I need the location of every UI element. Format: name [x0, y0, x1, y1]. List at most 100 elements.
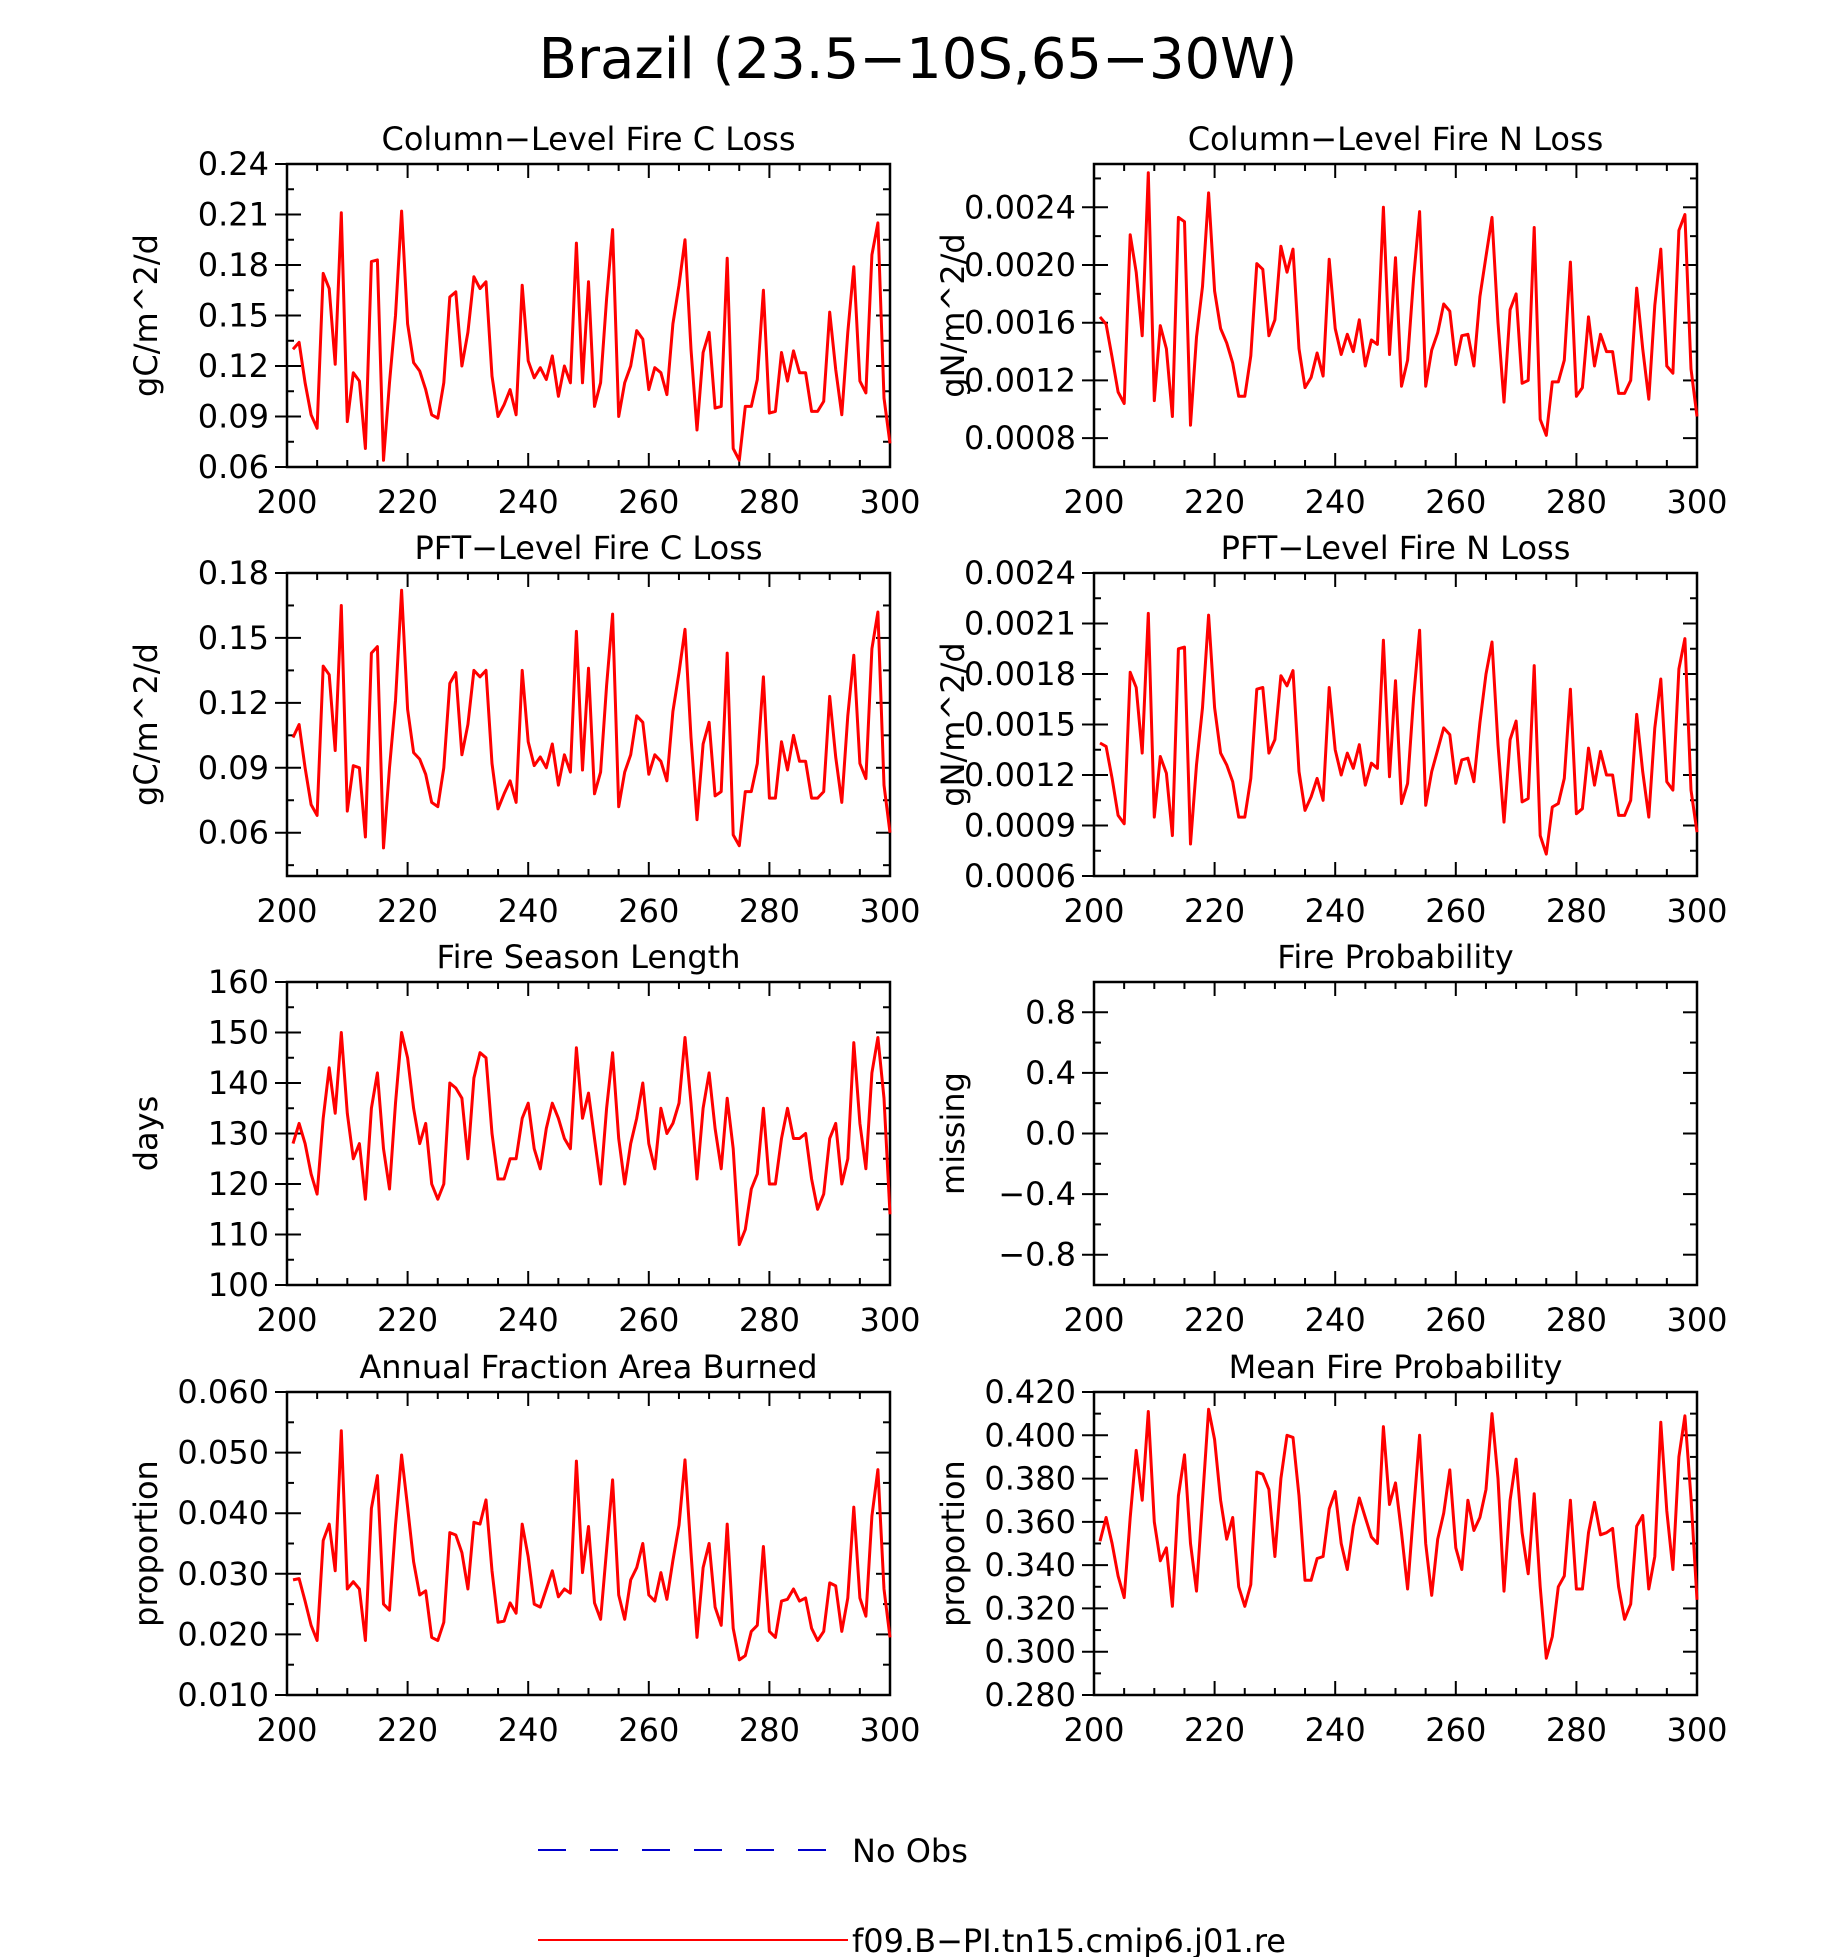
x-tick-label: 280: [739, 483, 800, 521]
y-tick-label: 120: [208, 1165, 269, 1203]
x-tick-label: 300: [1666, 892, 1727, 930]
x-tick-label: 220: [377, 483, 438, 521]
y-tick-label: 160: [208, 963, 269, 1001]
x-tick-label: 300: [859, 483, 920, 521]
panel-title: Column−Level Fire C Loss: [382, 120, 796, 158]
series-line-0: [292, 1429, 892, 1662]
plot-frame: [285, 571, 892, 878]
y-tick-label: 130: [208, 1115, 269, 1153]
y-tick-label: 0.360: [984, 1503, 1076, 1541]
x-tick-label: 260: [1425, 892, 1486, 930]
y-tick-label: 0.0021: [964, 605, 1076, 643]
plot-frame: [285, 980, 892, 1287]
x-tick-label: 240: [498, 483, 559, 521]
y-tick-label: 0.09: [198, 749, 269, 787]
x-tick-label: 280: [1546, 483, 1607, 521]
y-tick-label: 0.0020: [964, 246, 1076, 284]
y-axis-label: days: [127, 1096, 165, 1172]
y-tick-label: 0.0024: [964, 188, 1076, 226]
y-tick-label: 0.320: [984, 1589, 1076, 1627]
y-tick-label: 0.12: [198, 347, 269, 385]
y-tick-label: 0.8: [1025, 993, 1076, 1031]
x-tick-label: 240: [1305, 483, 1366, 521]
x-tick-label: 260: [618, 483, 679, 521]
y-tick-label: 0.21: [198, 196, 269, 234]
x-tick-label: 300: [1666, 483, 1727, 521]
panels: Column−Level Fire C Loss gC/m^2/d 200 220 24…: [127, 120, 1728, 1749]
x-tick-label: 200: [1063, 1301, 1124, 1339]
y-tick-label: 0.0024: [964, 554, 1076, 592]
y-tick-label: 0.4: [1025, 1054, 1076, 1092]
y-tick-label: 0.420: [984, 1373, 1076, 1411]
panel-title: Fire Probability: [1277, 938, 1513, 976]
plot-frame: [1092, 980, 1699, 1287]
y-tick-label: 0.280: [984, 1676, 1076, 1714]
x-tick-label: 260: [1425, 483, 1486, 521]
panel-title: Fire Season Length: [437, 938, 741, 976]
y-tick-label: 0.15: [198, 619, 269, 657]
x-tick-label: 300: [1666, 1711, 1727, 1749]
legend-model-label: f09.B−PI.tn15.cmip6.j01.re: [852, 1922, 1286, 1957]
x-tick-label: 200: [256, 1711, 317, 1749]
y-tick-label: 0.0008: [964, 419, 1076, 457]
x-tick-label: 200: [256, 892, 317, 930]
x-tick-label: 280: [1546, 1301, 1607, 1339]
panel-title: Annual Fraction Area Burned: [359, 1348, 817, 1386]
y-tick-label: 0.400: [984, 1416, 1076, 1454]
y-tick-label: 0.0: [1025, 1115, 1076, 1153]
y-axis-label: gN/m^2/d: [934, 642, 972, 806]
y-tick-label: 0.24: [198, 145, 269, 183]
y-tick-label: 0.0006: [964, 857, 1076, 895]
y-tick-label: 0.020: [177, 1615, 269, 1653]
x-tick-label: 280: [739, 1301, 800, 1339]
y-tick-label: 0.040: [177, 1494, 269, 1532]
y-tick-label: 0.0015: [964, 706, 1076, 744]
legend-obs-label: No Obs: [852, 1832, 968, 1870]
y-tick-label: 0.0018: [964, 655, 1076, 693]
y-tick-label: 0.340: [984, 1546, 1076, 1584]
y-axis-label: gN/m^2/d: [934, 233, 972, 397]
y-tick-label: 0.060: [177, 1373, 269, 1411]
y-tick-label: 0.06: [198, 448, 269, 486]
panel-1: Column−Level Fire N Loss gN/m^2/d 200 220 24…: [934, 120, 1728, 521]
series-line-0: [1098, 1407, 1699, 1660]
y-tick-label: 0.050: [177, 1434, 269, 1472]
x-tick-label: 220: [1184, 1301, 1245, 1339]
series-line-0: [291, 1031, 892, 1247]
figure-title: Brazil (23.5−10S,65−30W): [539, 27, 1298, 92]
panel-title: Column−Level Fire N Loss: [1188, 120, 1604, 158]
x-tick-label: 260: [1425, 1711, 1486, 1749]
x-tick-label: 260: [618, 1301, 679, 1339]
x-tick-label: 240: [1305, 1711, 1366, 1749]
x-tick-label: 260: [618, 1711, 679, 1749]
series-line-0: [1099, 611, 1699, 856]
y-tick-label: 110: [208, 1216, 269, 1254]
y-axis-label: gC/m^2/d: [127, 234, 165, 397]
y-tick-label: 0.0012: [964, 361, 1076, 399]
y-axis-label: gC/m^2/d: [127, 643, 165, 806]
y-tick-label: 100: [208, 1266, 269, 1304]
plot-frame: [285, 162, 892, 469]
x-tick-label: 200: [256, 1301, 317, 1339]
plot-frame: [1092, 571, 1699, 878]
y-axis-label: proportion: [934, 1460, 972, 1627]
x-tick-label: 300: [859, 892, 920, 930]
y-tick-label: 0.15: [198, 297, 269, 335]
x-tick-label: 280: [739, 1711, 800, 1749]
panel-6: Annual Fraction Area Burned proportion 200…: [127, 1348, 921, 1749]
plot-frame: [1092, 162, 1699, 469]
x-tick-label: 300: [1666, 1301, 1727, 1339]
y-tick-label: 0.010: [177, 1676, 269, 1714]
panel-3: PFT−Level Fire N Loss gN/m^2/d 200 220 240 26…: [934, 529, 1728, 930]
x-tick-label: 220: [1184, 892, 1245, 930]
y-tick-label: 0.18: [198, 554, 269, 592]
x-tick-label: 220: [377, 1301, 438, 1339]
panel-2: PFT−Level Fire C Loss gC/m^2/d 200 220 240 26…: [127, 529, 921, 930]
x-tick-label: 240: [498, 1711, 559, 1749]
panel-5: Fire Probability missing 200 220 240 260 280 30…: [934, 938, 1728, 1339]
x-tick-label: 200: [1063, 892, 1124, 930]
y-tick-label: −0.4: [998, 1175, 1076, 1213]
x-tick-label: 200: [256, 483, 317, 521]
x-tick-label: 220: [1184, 1711, 1245, 1749]
